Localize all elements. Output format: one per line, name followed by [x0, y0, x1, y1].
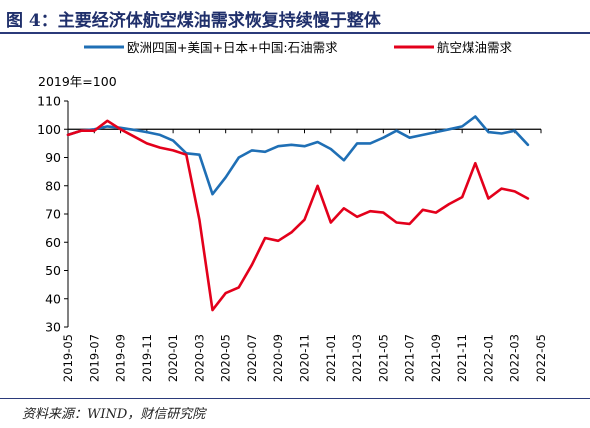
y-tick-label: 80: [45, 178, 61, 193]
source-rule: [0, 398, 590, 399]
y-tick-label: 30: [45, 320, 61, 335]
x-tick-label: 2019-07: [87, 334, 101, 382]
x-tick-label: 2020-03: [192, 334, 206, 382]
x-tick-label: 2021-11: [455, 334, 469, 382]
unit-label: 2019年=100: [38, 74, 117, 89]
y-tick-label: 70: [45, 207, 61, 222]
title-rule: [0, 32, 590, 34]
x-tick-label: 2019-05: [61, 334, 75, 382]
x-axis: 2019-05 2019-07 2019-09 2019-11 2020-01 2020-…: [61, 128, 548, 382]
y-axis: 30 40 50 60 70 80 90 100 110: [37, 94, 69, 335]
x-tick-label: 2022-01: [481, 334, 495, 382]
y-tick-label: 60: [45, 235, 61, 250]
legend-label-jet-fuel-demand: 航空煤油需求: [437, 40, 513, 55]
y-tick-label: 90: [45, 150, 61, 165]
figure-title: 图 4：主要经济体航空煤油需求恢复持续慢于整体: [6, 11, 381, 31]
y-tick-label: 50: [45, 263, 61, 278]
series-line-jet-fuel-demand: [66, 119, 530, 312]
x-tick-label: 2019-09: [114, 334, 128, 382]
series-layer: [66, 115, 530, 312]
x-tick-label: 2019-11: [140, 334, 154, 382]
x-tick-label: 2020-05: [219, 334, 233, 382]
y-tick-label: 110: [37, 94, 61, 109]
x-tick-label: 2021-07: [403, 334, 417, 382]
x-tick-label: 2020-09: [271, 334, 285, 382]
series-line-oil-demand: [66, 115, 530, 196]
legend-label-oil-demand: 欧洲四国+美国+日本+中国:石油需求: [127, 40, 338, 55]
y-tick-label: 40: [45, 291, 61, 306]
x-tick-label: 2021-03: [350, 334, 364, 382]
x-tick-label: 2021-01: [324, 334, 338, 382]
x-tick-label: 2021-05: [376, 334, 390, 382]
line-chart: 欧洲四国+美国+日本+中国:石油需求 航空煤油需求 2019年=100 30 40…: [37, 40, 548, 382]
x-tick-label: 2021-09: [429, 334, 443, 382]
x-tick-label: 2022-05: [534, 334, 548, 382]
x-tick-label: 2020-11: [298, 334, 312, 382]
y-tick-label: 100: [37, 122, 61, 137]
x-tick-label: 2020-01: [166, 334, 180, 382]
source-note: 资料来源：WIND，财信研究院: [22, 407, 206, 422]
legend: 欧洲四国+美国+日本+中国:石油需求 航空煤油需求: [84, 40, 513, 55]
x-tick-label: 2020-07: [245, 334, 259, 382]
x-tick-label: 2022-03: [508, 334, 522, 382]
